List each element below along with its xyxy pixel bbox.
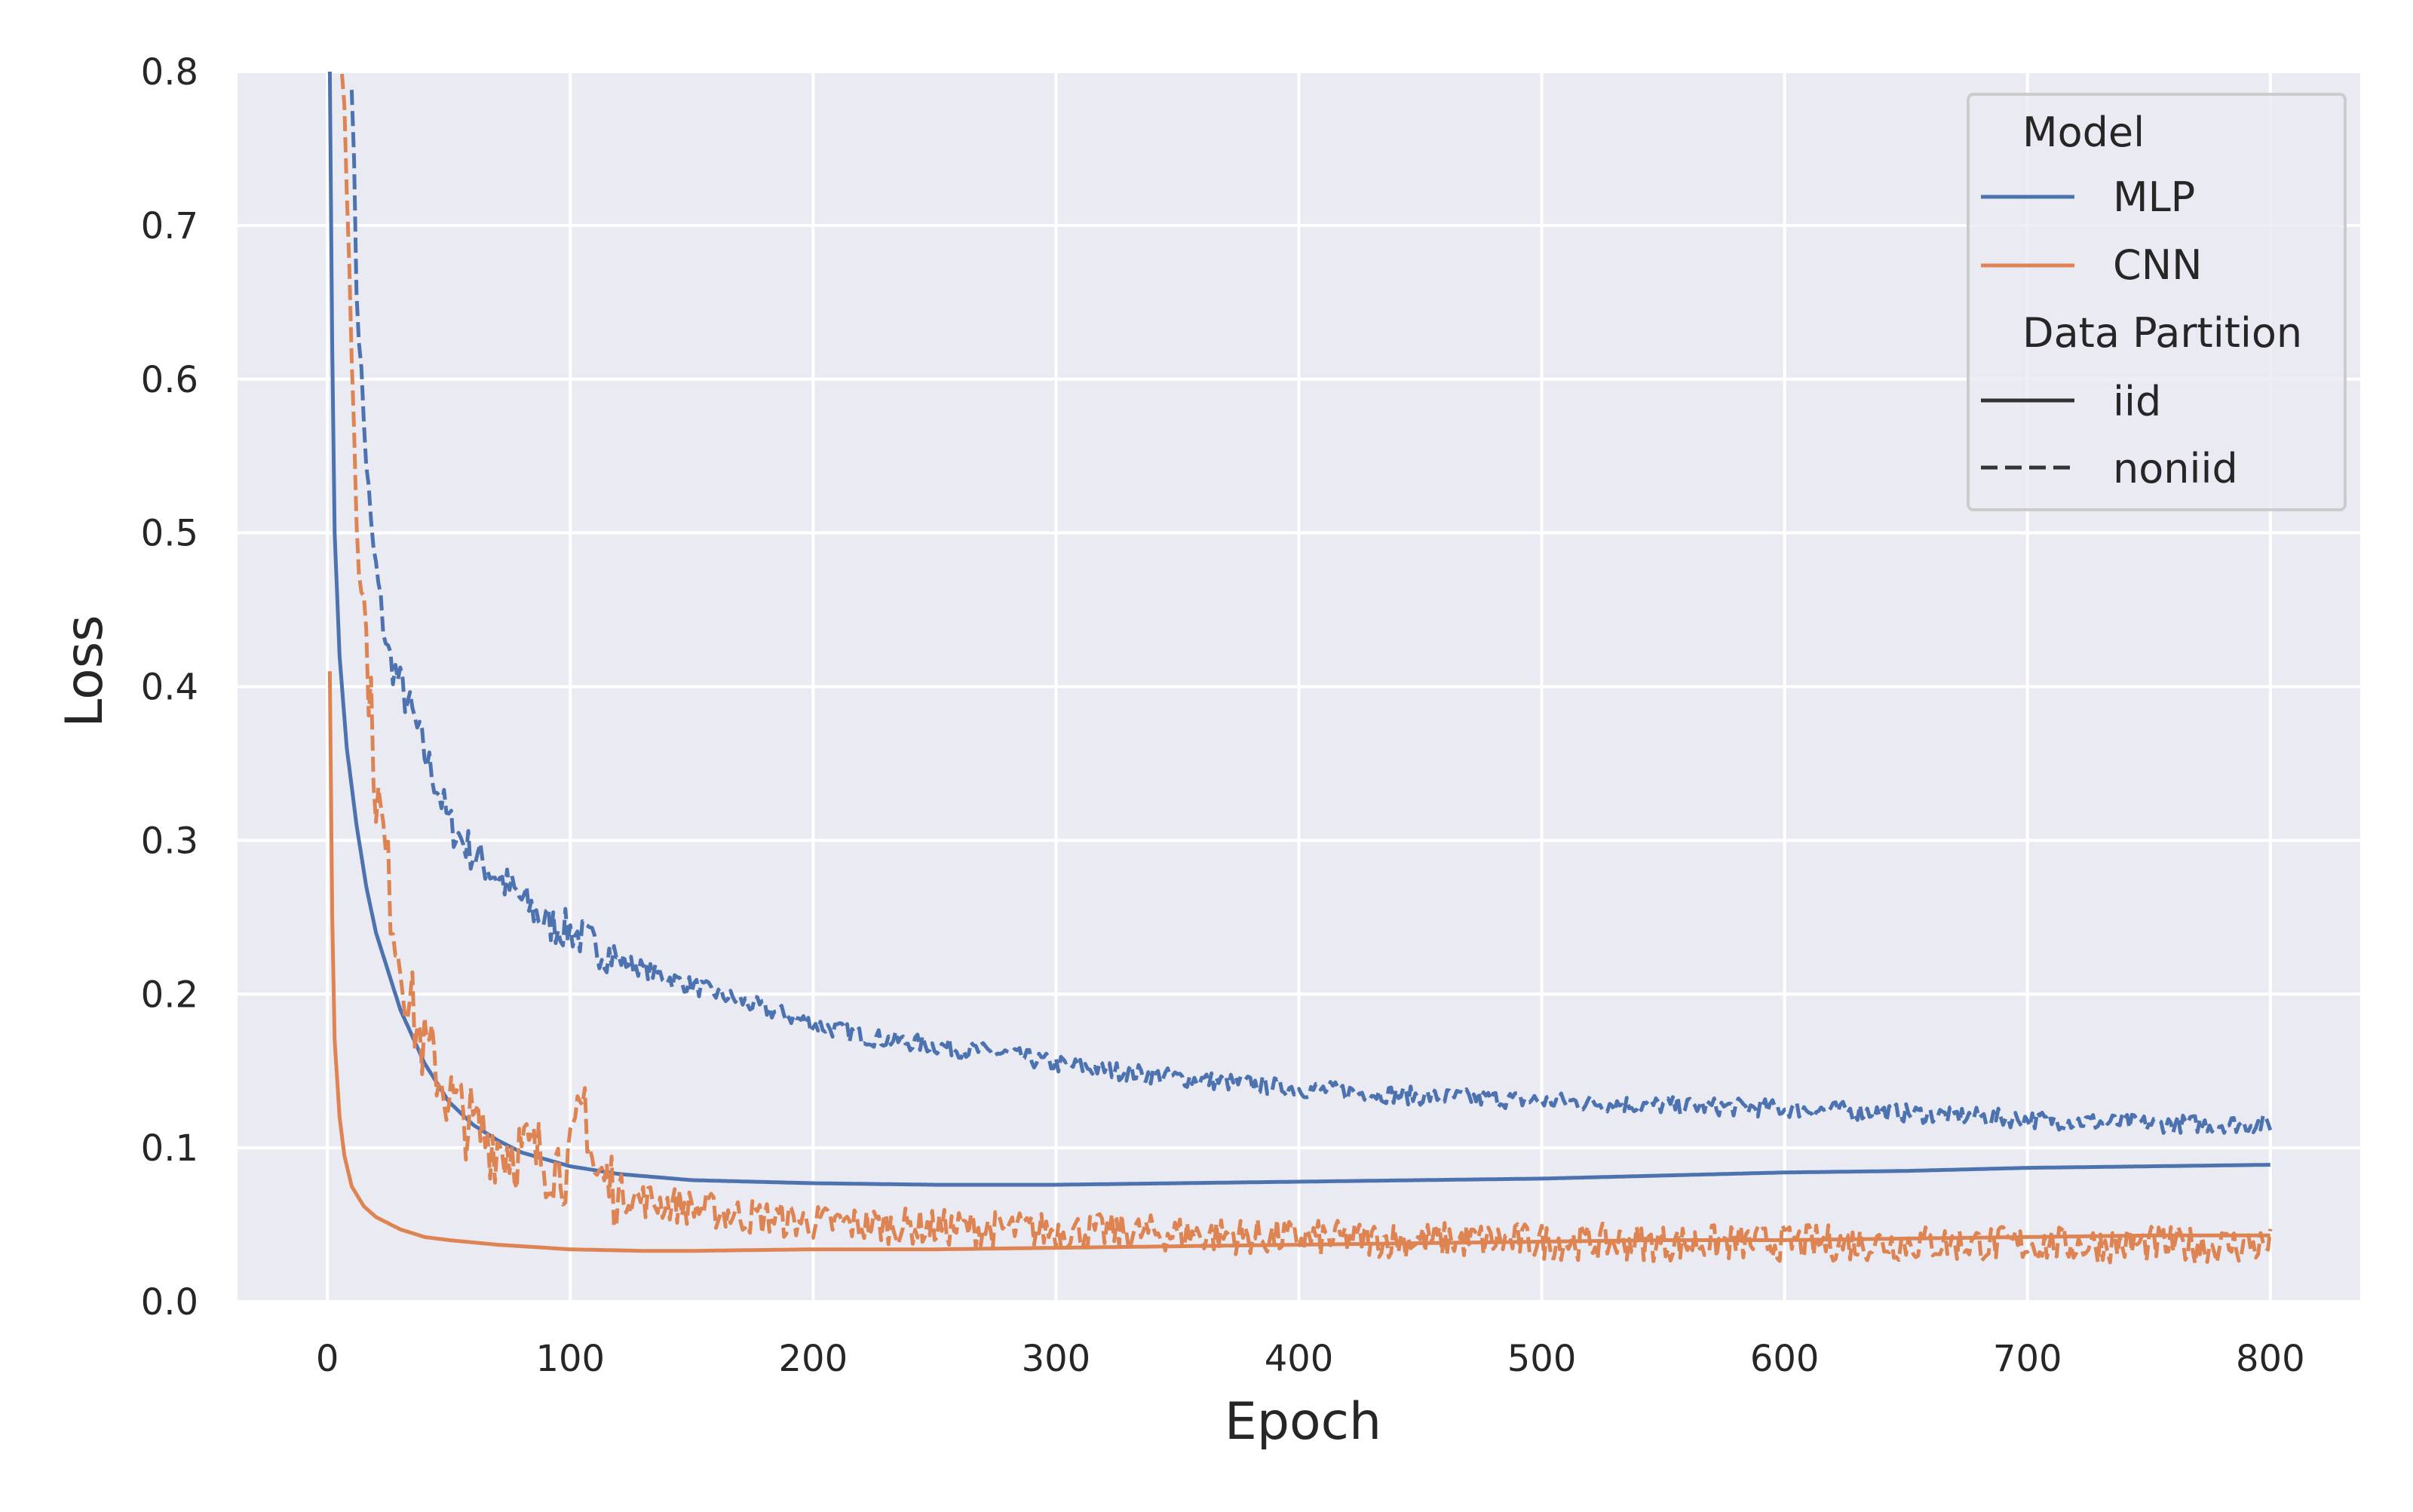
y-tick-label: 0.1 — [141, 1127, 198, 1170]
legend-label-iid: iid — [2113, 378, 2161, 425]
x-tick-label: 300 — [1022, 1338, 1091, 1380]
y-axis-title: Loss — [55, 615, 115, 727]
legend-label-noniid: noniid — [2113, 445, 2238, 492]
series-line-mlp-iid — [327, 72, 2271, 1187]
y-tick-label: 0.6 — [141, 359, 198, 401]
y-tick-label: 0.5 — [141, 513, 198, 555]
x-tick-label: 400 — [1265, 1338, 1334, 1380]
legend-label-cnn: CNN — [2113, 241, 2203, 289]
legend-title-partition: Data Partition — [2022, 309, 2302, 357]
x-axis-title: Epoch — [1225, 1392, 1381, 1452]
x-tick-label: 0 — [316, 1338, 339, 1380]
series-line-mlp-noniid — [349, 90, 2273, 1135]
tick-labels: 0 100 200 300 400 500 600 700 800 0.0 0.1 0.2 0.3 0.4… — [141, 51, 2305, 1380]
y-tick-label: 0.4 — [141, 667, 198, 709]
series-lines — [327, 72, 2273, 1265]
legend-label-mlp: MLP — [2113, 173, 2195, 221]
series-line-cnn-noniid — [340, 73, 2273, 1265]
y-tick-label: 0.7 — [141, 205, 198, 247]
y-tick-label: 0.0 — [141, 1281, 198, 1323]
y-tick-label: 0.2 — [141, 974, 198, 1016]
x-tick-label: 100 — [535, 1338, 605, 1380]
x-tick-label: 600 — [1750, 1338, 1820, 1380]
legend: Model MLP CNN Data Partition iid noniid — [1967, 93, 2347, 511]
x-tick-label: 200 — [779, 1338, 848, 1380]
x-tick-label: 700 — [1993, 1338, 2062, 1380]
legend-title-model: Model — [2022, 109, 2145, 156]
x-tick-label: 500 — [1507, 1338, 1577, 1380]
y-tick-label: 0.8 — [141, 51, 198, 94]
y-tick-label: 0.3 — [141, 820, 198, 862]
x-tick-label: 800 — [2236, 1338, 2305, 1380]
